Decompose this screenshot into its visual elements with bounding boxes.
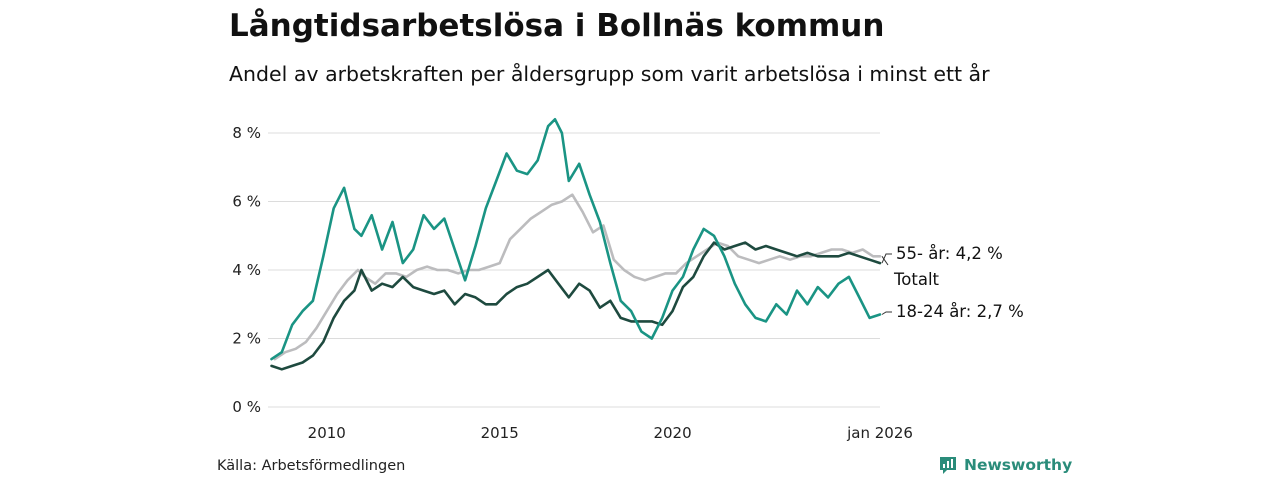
end-label-senior: 55- år: 4,2 % [896, 244, 1003, 263]
series-lines [270, 118, 882, 371]
x-tick-label: 2015 [481, 424, 519, 442]
x-tick-label: 2020 [653, 424, 691, 442]
brand-logo[interactable]: Newsworthy [938, 455, 1072, 475]
chart-title: Långtidsarbetslösa i Bollnäs kommun [229, 8, 885, 44]
axis-labels: 0 % 2 % 4 % 6 % 8 % 2010 2015 2020 jan 2026 [232, 124, 912, 442]
leader-line-total [881, 256, 889, 266]
y-tick-label: 4 % [232, 261, 261, 279]
leader-line-senior [881, 253, 892, 264]
x-tick-label: 2010 [308, 424, 346, 442]
end-labels: Totalt 55- år: 4,2 % 18-24 år: 2,7 % [881, 244, 1024, 321]
end-label-youth: 18-24 år: 2,7 % [896, 302, 1024, 321]
series-line-total[interactable] [273, 193, 882, 361]
y-tick-label: 6 % [232, 193, 261, 211]
series-line-senior[interactable] [270, 241, 882, 371]
gridlines [268, 132, 880, 408]
leader-line-youth [881, 311, 892, 315]
y-tick-label: 0 % [232, 398, 261, 416]
end-label-total: Totalt [893, 270, 940, 289]
y-tick-label: 2 % [232, 330, 261, 348]
x-tick-label: jan 2026 [846, 424, 913, 442]
series-line-youth[interactable] [270, 118, 882, 361]
newsworthy-chart-icon [940, 457, 956, 474]
y-tick-label: 8 % [232, 124, 261, 142]
chart-subtitle: Andel av arbetskraften per åldersgrupp s… [229, 62, 990, 86]
source-note: Källa: Arbetsförmedlingen [217, 458, 406, 474]
brand-name: Newsworthy [964, 456, 1073, 474]
